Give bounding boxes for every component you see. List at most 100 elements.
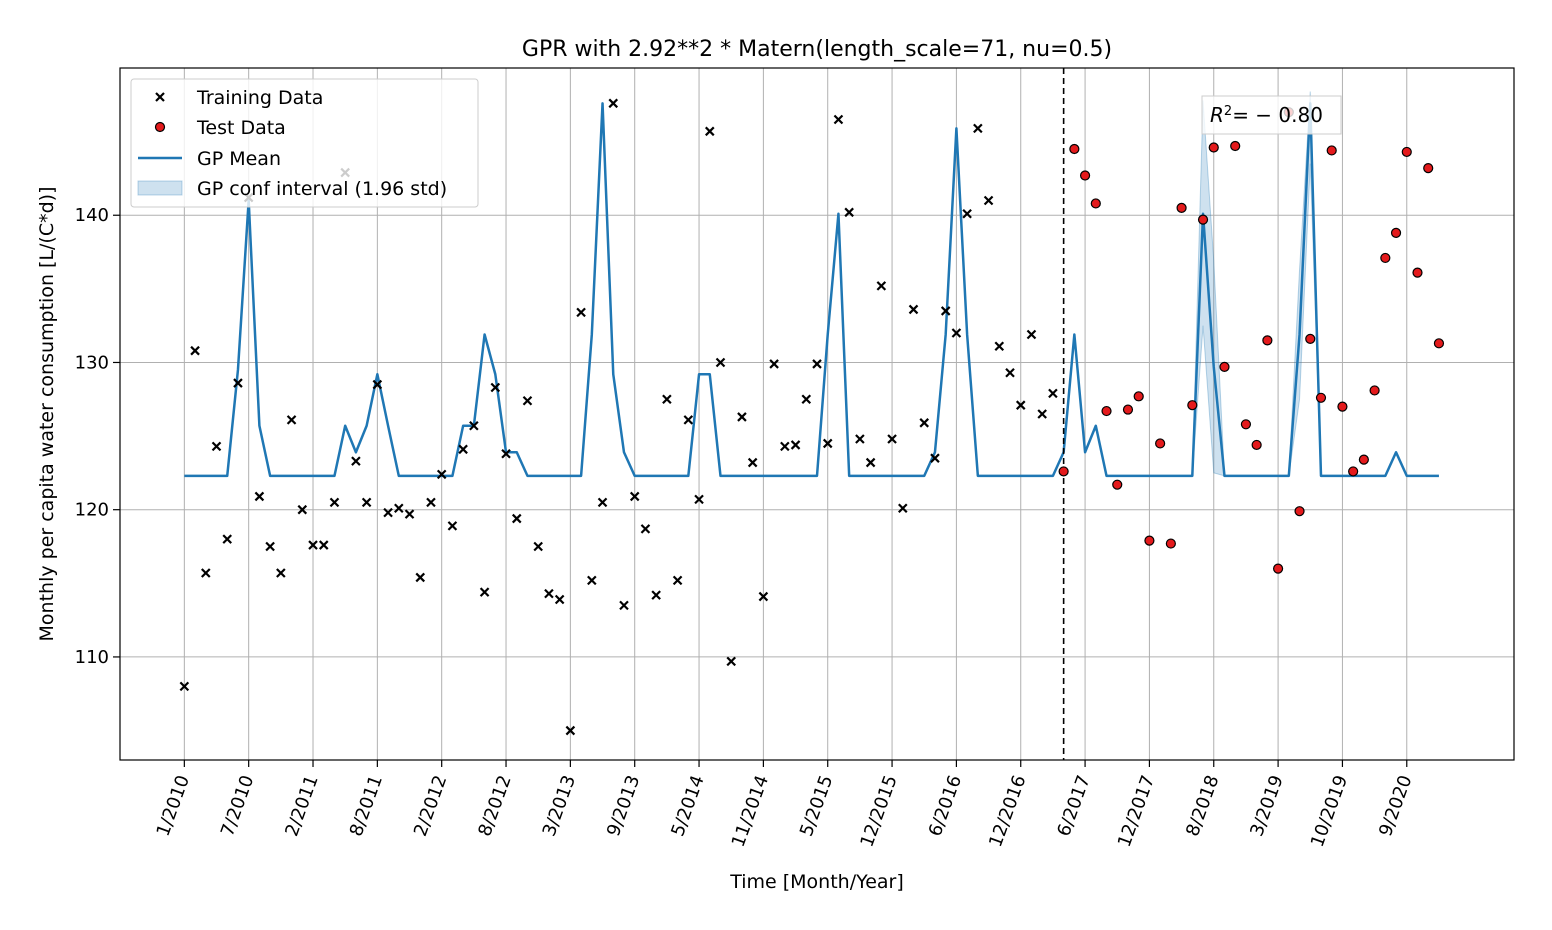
training-point-stroke-b [276,568,286,578]
training-point [554,594,565,605]
test-point [1337,401,1348,412]
test-point [1423,163,1434,174]
training-point-stroke-b [404,509,415,519]
training-point-stroke-b [479,587,490,597]
y-axis-label: Monthly per capita water consumption [L/… [36,187,58,642]
training-point [222,534,233,544]
training-point-stroke-b [222,534,233,544]
training-point-stroke-b [662,394,672,405]
training-point [501,448,511,459]
training-point-stroke-b [1037,409,1047,419]
training-point-stroke-b [201,568,211,578]
test-point [1272,563,1284,574]
training-point-stroke-b [458,444,468,455]
training-point [908,304,919,315]
training-point [361,497,372,508]
test-point [1305,333,1316,345]
test-point [1069,143,1080,155]
training-point [726,656,736,667]
legend-marker-band [137,180,183,196]
training-point-stroke-b [233,378,243,388]
training-point [737,412,747,422]
legend-marker-training [155,92,165,102]
training-point-stroke-b [211,441,222,452]
training-point [951,328,962,338]
training-point-stroke-b [812,359,822,369]
r2-annotation-box [1201,95,1342,135]
test-point [1101,405,1112,417]
training-point-stroke-b [436,469,447,480]
training-point-stroke-b [951,328,962,338]
test-point [1122,404,1134,415]
training-point [940,306,951,316]
training-point [276,568,286,578]
training-point-stroke-b [962,208,972,219]
test-point [1380,252,1391,264]
training-point-stroke-b [726,656,736,667]
training-point [426,497,436,508]
test-point [1090,198,1101,209]
training-point [865,457,876,468]
training-point [812,359,822,369]
training-point-stroke-b [1048,388,1058,399]
training-points [179,98,1058,736]
training-point [973,123,983,134]
legend-label: GP Mean [197,148,281,170]
training-point-stroke-b [790,440,801,450]
training-point-stroke-b [865,457,876,468]
training-point [565,725,576,736]
training-point-stroke-b [898,503,908,514]
test-point [1412,267,1423,278]
training-point [469,421,479,431]
training-point [887,434,897,444]
training-point-stroke-b [651,590,661,600]
training-point-stroke-b [426,497,436,508]
training-point [855,434,865,444]
training-point [651,590,661,600]
training-point-stroke-b [554,594,565,605]
test-point [1176,202,1187,213]
training-point-stroke-b [822,438,833,449]
test-point [1262,335,1273,346]
test-point [1058,466,1069,477]
training-point [201,568,211,578]
training-point [994,341,1005,352]
training-point [1048,388,1058,399]
training-point-stroke-b [919,418,930,428]
test-point [1240,419,1252,430]
y-tick-label: 110 [75,647,109,668]
test-point [1112,479,1123,490]
training-point-stroke-b [940,306,951,316]
training-point [436,469,447,480]
gp-mean-line-group [184,102,1439,478]
training-point-stroke-b [265,541,275,552]
legend-marker-training-stroke-b [155,92,165,102]
training-point [790,440,801,450]
training-point-stroke-b [587,575,597,586]
training-point [511,513,522,524]
test-points [1058,107,1445,574]
test-point [1251,439,1262,451]
test-point [1433,338,1445,349]
test-point [1294,506,1305,517]
legend-label: Training Data [196,87,323,109]
training-point [329,497,340,508]
legend: Training Data Test Data GP Mean GP conf int… [130,78,479,208]
training-point-stroke-b [1015,400,1026,410]
training-point-stroke-b [758,591,769,602]
training-point [597,497,608,508]
training-point-stroke-b [994,341,1005,352]
training-point-stroke-b [930,453,940,463]
training-point [458,444,468,455]
training-point-stroke-b [576,307,586,318]
training-point [694,494,704,505]
test-point [1326,145,1337,156]
test-point [1315,392,1327,403]
training-point-stroke-b [640,524,651,534]
legend-box [130,78,479,208]
training-point-stroke-b [672,575,683,586]
training-point-stroke-b [383,507,393,518]
training-point-stroke-b [855,434,865,444]
training-point [769,359,779,369]
test-point [1208,142,1219,153]
